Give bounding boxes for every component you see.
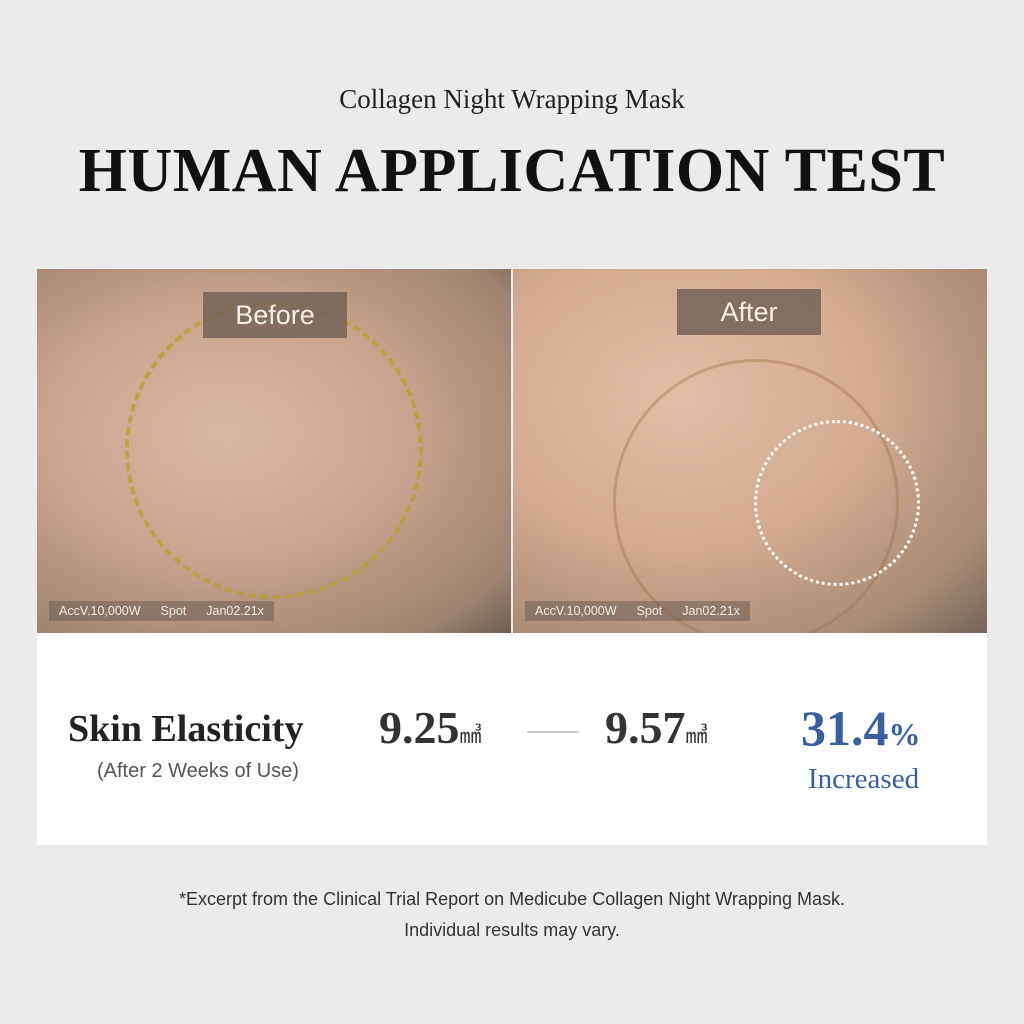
- footnote-line: *Excerpt from the Clinical Trial Report …: [179, 889, 845, 909]
- before-value: 9.25㎣: [379, 701, 482, 754]
- change-number: 31.4: [801, 700, 889, 756]
- after-meta: AccV.10,000W Spot Jan02.21x: [525, 601, 750, 621]
- unit: ㎣: [685, 723, 708, 748]
- page-title: HUMAN APPLICATION TEST: [78, 137, 946, 205]
- before-image: Before AccV.10,000W Spot Jan02.21x: [37, 269, 511, 633]
- before-label: Before: [203, 292, 347, 338]
- change-value: 31.4%: [801, 699, 921, 757]
- meta-date: Jan02.21x: [682, 604, 740, 618]
- metric-label: Skin Elasticity: [68, 708, 304, 750]
- after-dotted-circle: [754, 420, 920, 586]
- unit: ㎣: [459, 723, 482, 748]
- after-number: 9.57: [605, 702, 686, 753]
- after-label: After: [677, 289, 821, 335]
- before-number: 9.25: [379, 702, 460, 753]
- footnote-line: Individual results may vary.: [404, 920, 620, 940]
- meta-mode: Spot: [160, 604, 187, 618]
- result-panel: Skin Elasticity (After 2 Weeks of Use) 9…: [37, 633, 987, 845]
- arrow-icon: [527, 731, 579, 733]
- change-label: Increased: [808, 763, 920, 795]
- after-value: 9.57㎣: [605, 701, 708, 754]
- percent: %: [888, 716, 921, 752]
- meta-mode: Spot: [636, 604, 663, 618]
- metric-period: (After 2 Weeks of Use): [97, 760, 299, 782]
- footnote: *Excerpt from the Clinical Trial Report …: [0, 884, 1024, 946]
- meta-magnification: AccV.10,000W: [535, 604, 617, 618]
- before-meta: AccV.10,000W Spot Jan02.21x: [49, 601, 274, 621]
- meta-date: Jan02.21x: [206, 604, 264, 618]
- product-subtitle: Collagen Night Wrapping Mask: [339, 84, 685, 114]
- after-image: After AccV.10,000W Spot Jan02.21x: [513, 269, 987, 633]
- meta-magnification: AccV.10,000W: [59, 604, 141, 618]
- before-circle-marker: [125, 301, 423, 599]
